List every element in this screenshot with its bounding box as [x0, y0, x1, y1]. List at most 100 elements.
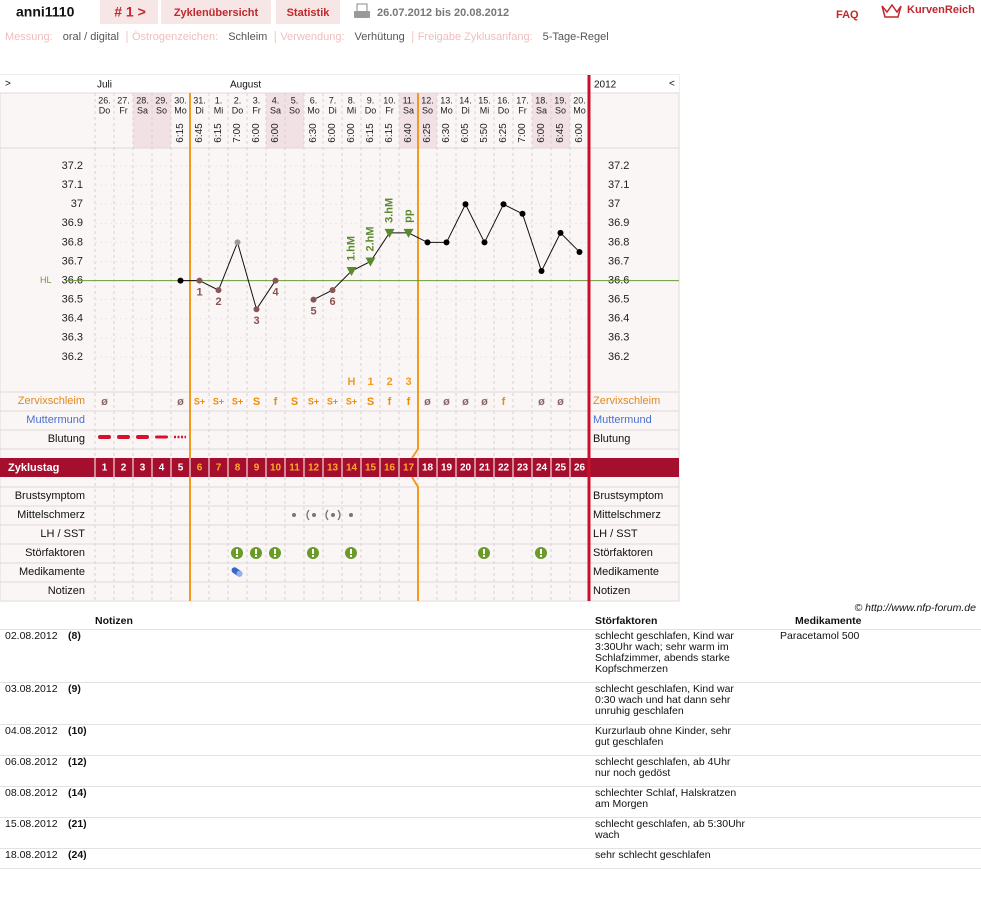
- cell: [95, 682, 595, 725]
- weekday-label: Fr: [385, 105, 394, 115]
- y-tick-label-right: 37.1: [608, 179, 629, 191]
- faq-link[interactable]: FAQ: [836, 9, 859, 21]
- cell: [95, 755, 595, 787]
- setting-value: 5-Tage-Regel: [543, 31, 609, 43]
- y-tick-label: 36.5: [62, 294, 83, 306]
- cell: schlecht geschlafen, Kind war 0:30 wach …: [595, 682, 780, 725]
- y-tick-label: 37.1: [62, 179, 83, 191]
- mucus-symbol: ø: [481, 396, 488, 408]
- mucus-symbol: S+: [213, 396, 224, 406]
- date-label: 5.: [291, 95, 299, 105]
- date-label: 19.: [554, 95, 567, 105]
- header-cell: Störfaktoren: [595, 615, 780, 630]
- date-label: 1.: [215, 95, 223, 105]
- mucus-symbol: ø: [443, 396, 450, 408]
- temperature-point: [365, 257, 376, 267]
- medication-icon: [231, 567, 243, 577]
- cycle-nav[interactable]: # 1 >: [114, 4, 146, 20]
- cycle-day-bar: [0, 458, 679, 477]
- y-tick-label: 37: [71, 198, 83, 210]
- print-icon[interactable]: [354, 3, 370, 18]
- y-tick-label: 36.3: [62, 332, 83, 344]
- pain-arc: [306, 509, 310, 521]
- disturbance-icon: [307, 547, 319, 559]
- print-icon-body: [354, 11, 370, 18]
- setting-label: Freigabe Zyklusanfang:: [418, 31, 533, 43]
- tab[interactable]: Zyklenübersicht: [174, 7, 259, 19]
- time-label: 6:15: [213, 123, 224, 143]
- row-label-right: Brustsymptom: [593, 490, 663, 502]
- mucus-symbol: S: [367, 396, 374, 408]
- low-label: 6: [329, 296, 335, 308]
- y-tick-label: 36.9: [62, 217, 83, 229]
- cycle-day: 9: [254, 463, 260, 474]
- weekday-label: Mo: [573, 105, 586, 115]
- date-label: 7.: [329, 95, 337, 105]
- disturbance-icon: [535, 547, 547, 559]
- cell: [780, 848, 981, 869]
- mucus-symbol: S+: [327, 396, 338, 406]
- date-label: 8.: [348, 95, 356, 105]
- notes-row: 04.08.2012 (10) Kurzurlaub ohne Kinder, se…: [0, 724, 981, 756]
- low-label: 4: [272, 286, 279, 298]
- pain-marks: [292, 509, 353, 521]
- cell: (10): [68, 724, 95, 756]
- setting-value: Verhütung: [355, 31, 405, 43]
- cell: [95, 786, 595, 818]
- temperature-point: [196, 277, 203, 284]
- tab[interactable]: Statistik: [287, 7, 331, 19]
- time-label: 6:25: [422, 123, 433, 143]
- cell: [95, 817, 595, 849]
- cycle-day: 7: [216, 463, 222, 474]
- temperature-point: [424, 239, 431, 246]
- bleeding-heavy: [98, 435, 111, 439]
- time-label: 6:00: [346, 123, 357, 143]
- cycle-day: 2: [121, 463, 127, 474]
- row-label: Muttermund: [26, 414, 85, 426]
- y-tick-label-right: 37.2: [608, 160, 629, 172]
- mucus-symbol: S: [253, 396, 260, 408]
- pain-arc: [325, 509, 341, 521]
- time-label: 6:00: [327, 123, 338, 143]
- weekend-shade: [532, 93, 551, 148]
- mucus-symbol: S: [291, 396, 298, 408]
- row-label-right: Störfaktoren: [593, 547, 653, 559]
- y-tick-label-right: 36.8: [608, 236, 629, 248]
- row-label-right: Medikamente: [593, 566, 659, 578]
- brand-crown: [881, 3, 902, 18]
- cell: [95, 724, 595, 756]
- date-label: 3.: [253, 95, 261, 105]
- weekend-shade: [133, 93, 152, 148]
- pain-dot: [292, 513, 296, 517]
- row-label: Medikamente: [19, 566, 85, 578]
- row-label: Blutung: [48, 433, 85, 445]
- row-label: Notizen: [48, 585, 85, 597]
- tab-bg: [161, 0, 271, 24]
- temperature-point: [500, 201, 507, 208]
- y-tick-label-right: 36.2: [608, 351, 629, 363]
- setting-label: Verwendung:: [280, 31, 344, 43]
- mucus-symbol: S+: [346, 396, 357, 406]
- nav-next[interactable]: <: [669, 79, 675, 90]
- date-label: 26.: [98, 95, 111, 105]
- temperature-point: [272, 277, 279, 284]
- time-label: 6:15: [175, 123, 186, 143]
- weekend-shade: [152, 93, 171, 148]
- row-label-right: Muttermund: [593, 414, 652, 426]
- evaluation-label: 2: [386, 376, 392, 388]
- cell: Kurzurlaub ohne Kinder, sehr gut geschla…: [595, 724, 780, 756]
- time-label: 6:30: [441, 123, 452, 143]
- disturbance-icon: [345, 547, 357, 559]
- month-label: Juli: [97, 80, 112, 91]
- peak-label: 2.hM: [364, 226, 376, 251]
- weekday-label: Fr: [252, 105, 261, 115]
- cell: schlechter Schlaf, Halskratzen am Morgen: [595, 786, 780, 818]
- temperature-point: [462, 201, 469, 208]
- print-icon-paper: [356, 3, 368, 13]
- y-tick-label: 36.4: [62, 313, 83, 325]
- time-label: 6:25: [498, 123, 509, 143]
- nav-prev[interactable]: >: [5, 79, 11, 90]
- time-label: 6:00: [251, 123, 262, 143]
- row-label: Störfaktoren: [25, 547, 85, 559]
- cell: [780, 786, 981, 818]
